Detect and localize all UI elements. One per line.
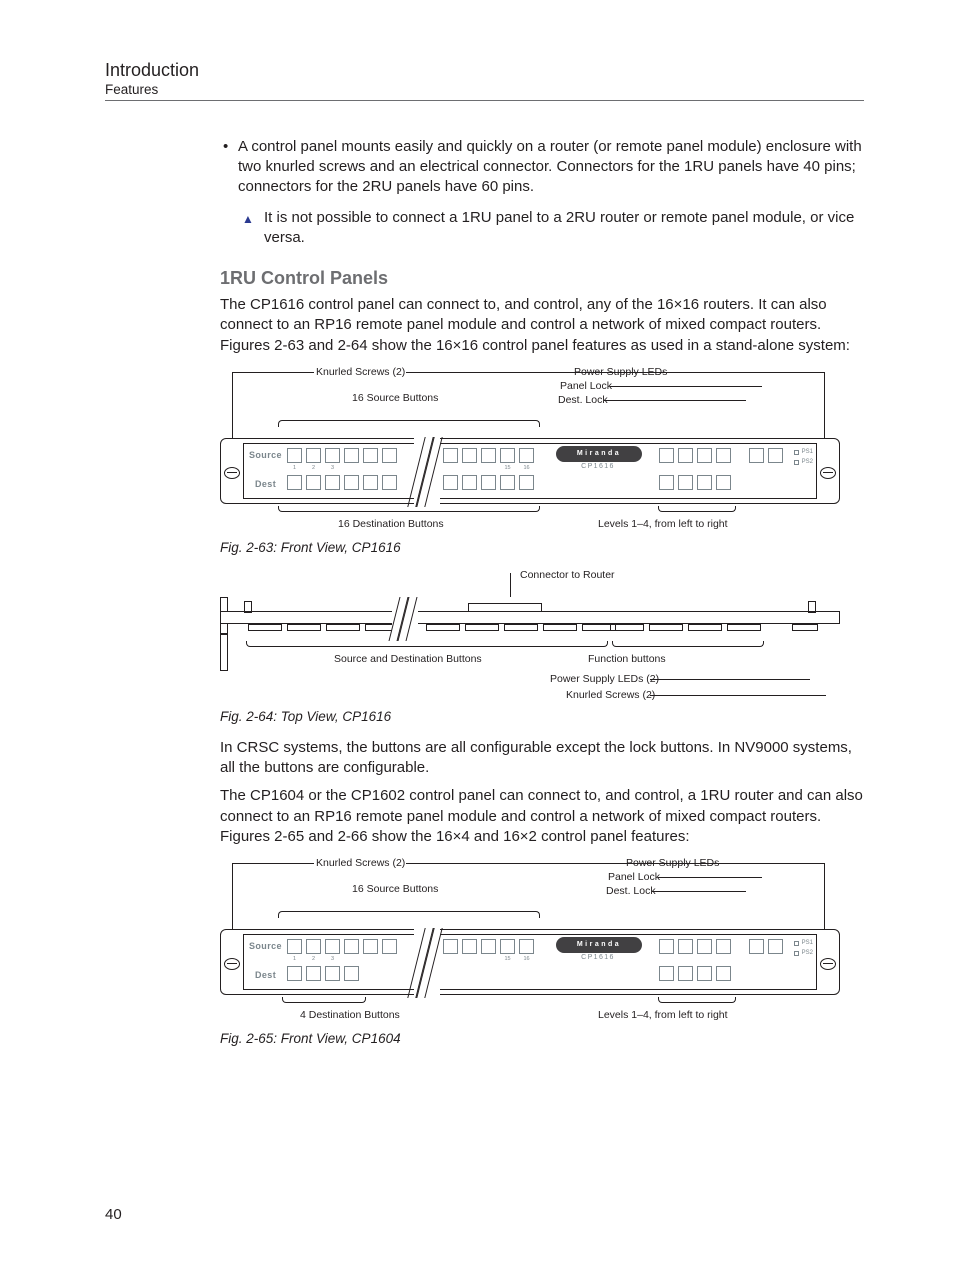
miranda-logo: Miranda	[556, 937, 642, 953]
note-text: It is not possible to connect a 1RU pane…	[264, 209, 854, 246]
front-panel-diagram: Source Dest 123 1516 Miranda CP1616 PS1 …	[220, 929, 840, 995]
callout-knurled-screws: Knurled Screws (2)	[316, 366, 405, 378]
figure-caption: Fig. 2-65: Front View, CP1604	[220, 1031, 864, 1046]
body-paragraph: In CRSC systems, the buttons are all con…	[220, 738, 864, 779]
ps1-label: PS1	[802, 940, 813, 946]
callout-knurled-screws: Knurled Screws (2)	[316, 857, 405, 869]
callout-dest-buttons: 16 Destination Buttons	[338, 518, 444, 530]
callout-knurled-screws: Knurled Screws (2)	[566, 689, 655, 701]
ps2-label: PS2	[802, 950, 813, 956]
figure-caption: Fig. 2-63: Front View, CP1616	[220, 540, 864, 555]
callout-dest-lock: Dest. Lock	[606, 885, 656, 897]
figure-65: Knurled Screws (2) 16 Source Buttons Pow…	[220, 857, 864, 1027]
callout-function-buttons: Function buttons	[588, 653, 666, 665]
row-label-dest: Dest	[255, 479, 276, 489]
ps2-label: PS2	[802, 459, 813, 465]
knurled-screw-icon	[224, 467, 240, 479]
callout-source-buttons: 16 Source Buttons	[352, 392, 438, 404]
top-panel-diagram	[220, 597, 840, 641]
model-label: CP1616	[556, 463, 640, 470]
row-label-dest: Dest	[255, 970, 276, 980]
knurled-screw-icon	[820, 467, 836, 479]
warning-triangle-icon: ▲	[242, 211, 254, 227]
knurled-screw-icon	[224, 958, 240, 970]
knurled-screw-icon	[820, 958, 836, 970]
callout-panel-lock: Panel Lock	[560, 380, 612, 392]
callout-ps-leds: Power Supply LEDs	[626, 857, 719, 869]
ps1-label: PS1	[802, 449, 813, 455]
figure-caption: Fig. 2-64: Top View, CP1616	[220, 709, 864, 724]
body-paragraph: The CP1604 or the CP1602 control panel c…	[220, 786, 864, 847]
note-block: ▲ It is not possible to connect a 1RU pa…	[242, 208, 864, 249]
figure-64: Connector to Router Source and De	[220, 569, 864, 705]
bullet-item: A control panel mounts easily and quickl…	[220, 137, 864, 198]
callout-levels: Levels 1–4, from left to right	[598, 1009, 728, 1021]
callout-levels: Levels 1–4, from left to right	[598, 518, 728, 530]
callout-source-buttons: 16 Source Buttons	[352, 883, 438, 895]
figure-63: Knurled Screws (2) 16 Source Buttons Pow…	[220, 366, 864, 536]
callout-ps-leds: Power Supply LEDs	[574, 366, 667, 378]
model-label: CP1616	[556, 954, 640, 961]
section-heading: 1RU Control Panels	[220, 268, 864, 289]
callout-ps-leds: Power Supply LEDs (2)	[550, 673, 659, 685]
chapter-title: Introduction	[105, 60, 864, 82]
callout-connector: Connector to Router	[520, 569, 615, 581]
chapter-subtitle: Features	[105, 82, 864, 98]
callout-dest-lock: Dest. Lock	[558, 394, 608, 406]
body-paragraph: The CP1616 control panel can connect to,…	[220, 295, 864, 356]
row-label-source: Source	[249, 941, 282, 951]
front-panel-diagram: Source Dest 123 1516 Miranda CP1616 PS1 …	[220, 438, 840, 504]
running-header: Introduction Features	[105, 60, 864, 101]
callout-panel-lock: Panel Lock	[608, 871, 660, 883]
callout-srcdst-buttons: Source and Destination Buttons	[334, 653, 482, 665]
row-label-source: Source	[249, 450, 282, 460]
miranda-logo: Miranda	[556, 446, 642, 462]
callout-dest-buttons: 4 Destination Buttons	[300, 1009, 400, 1021]
page-number: 40	[105, 1206, 864, 1223]
